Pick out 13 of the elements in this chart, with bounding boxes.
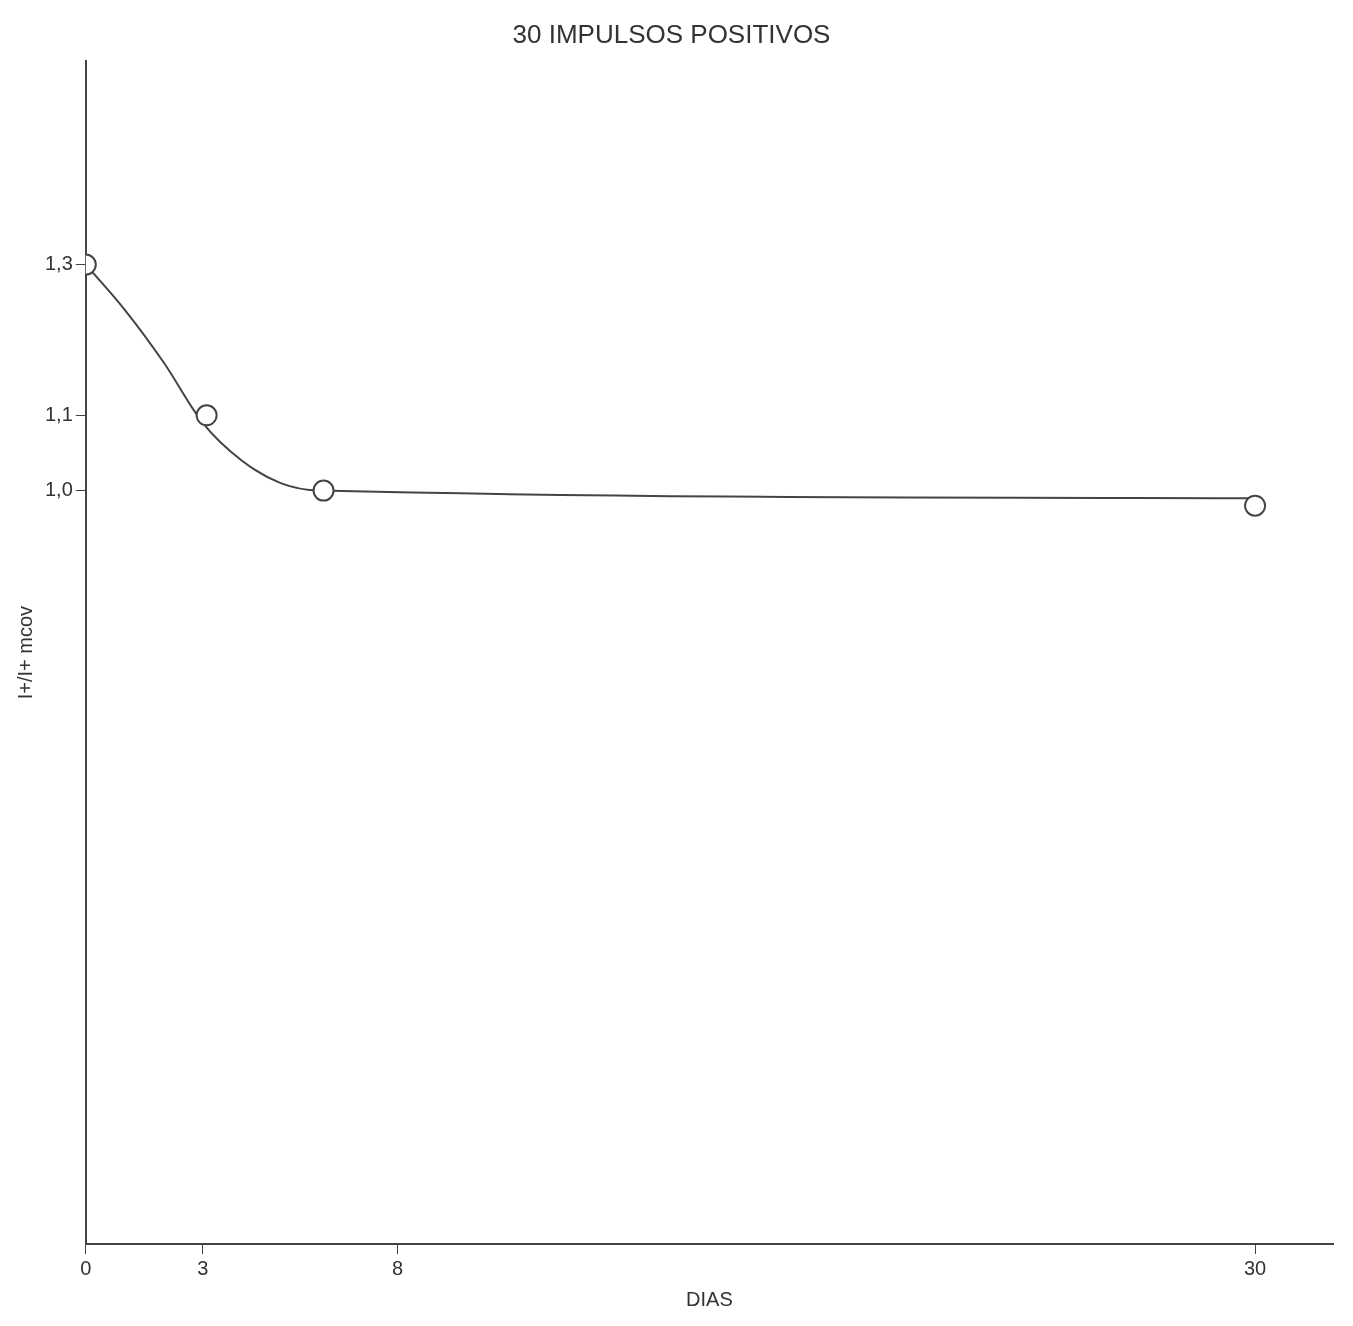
y-tick-label: 1,3 <box>44 252 73 275</box>
x-tick-label: 8 <box>392 1256 404 1279</box>
point <box>195 404 218 427</box>
y-tick-label: 1,1 <box>44 402 73 425</box>
x-tick-label: 30 <box>1243 1256 1267 1279</box>
point <box>1244 494 1267 517</box>
point <box>312 479 335 502</box>
y-tick-label: 1,0 <box>44 478 73 501</box>
x-axis-title: DIAS <box>686 1287 733 1310</box>
y-axis-title: I+/I+ mcov <box>13 605 36 700</box>
x-tick-label: 3 <box>197 1256 209 1279</box>
chart-title: 30 IMPULSOS POSITIVOS <box>512 18 831 49</box>
x-tick-label: 0 <box>80 1256 92 1279</box>
